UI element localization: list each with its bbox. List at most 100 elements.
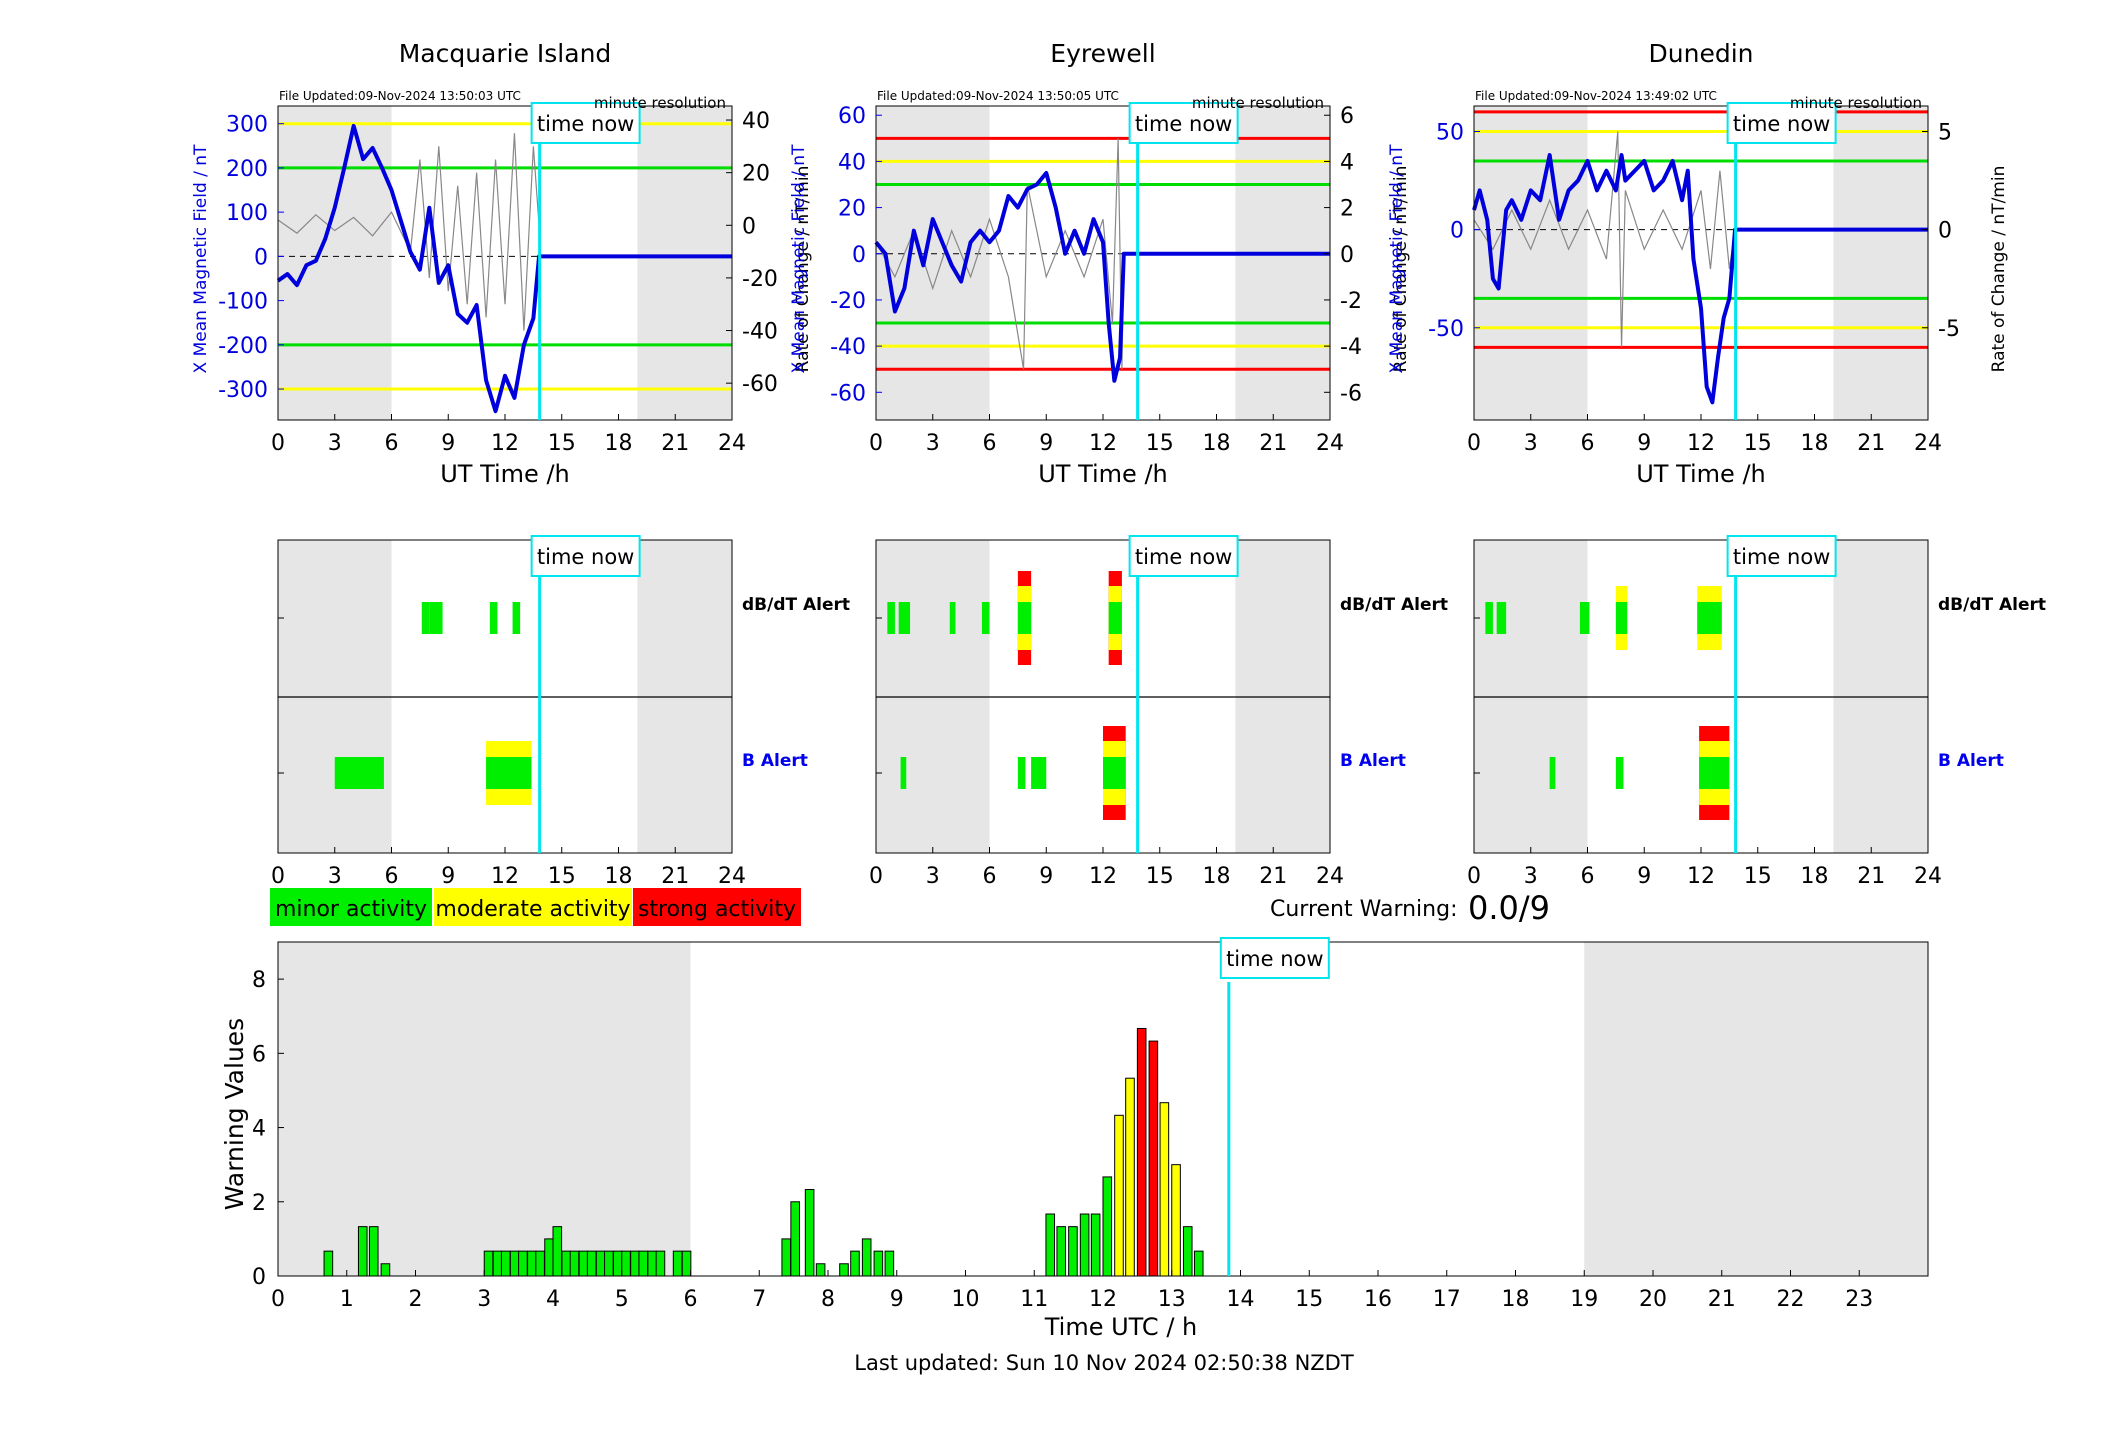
x-tick-label: 6 — [983, 864, 997, 889]
alert-block-minor — [486, 757, 532, 789]
x-tick-label: 9 — [1637, 431, 1651, 456]
warning-bar — [552, 1226, 563, 1277]
warning-bar — [873, 1250, 884, 1277]
y-tick-label: 60 — [838, 104, 866, 129]
y-tick-label: -50 — [1428, 317, 1464, 342]
warning-bar — [630, 1250, 640, 1277]
warning-bar — [1090, 1213, 1101, 1277]
warning-bar — [1045, 1213, 1056, 1277]
x-tick-label: 0 — [271, 864, 285, 889]
y-tick-label: 0 — [254, 245, 268, 270]
warning-bar — [638, 1250, 649, 1277]
warning-bar — [781, 1238, 792, 1277]
warning-bar — [647, 1250, 657, 1277]
x-tick-label: 18 — [1203, 431, 1231, 456]
x-tick-label: 12 — [491, 431, 519, 456]
time-now-box — [530, 535, 641, 577]
x-axis-label: Time UTC / h — [1044, 1313, 1198, 1341]
y-tick-label: -60 — [830, 381, 866, 406]
warning-bar — [1136, 1027, 1147, 1277]
alert-block-minor — [1579, 602, 1590, 634]
x-tick-label: 10 — [952, 1287, 980, 1312]
magnetic-field-line — [1472, 153, 1928, 405]
y2-tick-label: 5 — [1938, 121, 1952, 146]
x-tick-label: 23 — [1845, 1287, 1873, 1312]
current-warning-value: 0.0/9 — [1468, 889, 1550, 927]
warning-bar — [1182, 1226, 1193, 1277]
alert-block-minor — [421, 602, 430, 634]
x-tick-label: 6 — [983, 431, 997, 456]
x-tick-label: 4 — [546, 1287, 560, 1312]
alert-block-minor — [1017, 757, 1026, 789]
warning-bar — [790, 1201, 800, 1277]
warning-bar — [535, 1250, 545, 1277]
y-tick-label: 6 — [252, 1042, 266, 1067]
last-updated-text: Last updated: Sun 10 Nov 2024 02:50:38 N… — [854, 1351, 1354, 1375]
x-tick-label: 3 — [477, 1287, 491, 1312]
x-tick-label: 21 — [1708, 1287, 1736, 1312]
warning-bar — [655, 1250, 666, 1277]
alert-block-minor — [1496, 602, 1507, 634]
dbdt-alert-label: dB/dT Alert — [1340, 595, 1448, 615]
station-title: Dunedin — [1649, 39, 1754, 68]
x-tick-label: 18 — [1801, 431, 1829, 456]
x-tick-label: 21 — [1259, 864, 1287, 889]
y2-tick-label: 0 — [1340, 243, 1354, 268]
time-now-label: time now — [537, 545, 634, 569]
warning-bar — [357, 1226, 368, 1277]
time-now-box — [1128, 535, 1239, 577]
alert-block-minor — [1485, 602, 1493, 634]
y2-tick-label: -40 — [742, 320, 778, 345]
x-tick-label: 6 — [684, 1287, 698, 1312]
warning-bar — [509, 1250, 520, 1277]
warning-bar — [621, 1250, 631, 1277]
y-tick-label: 40 — [838, 150, 866, 175]
x-tick-label: 21 — [661, 431, 689, 456]
x-tick-label: 17 — [1433, 1287, 1461, 1312]
x-tick-label: 15 — [1146, 864, 1174, 889]
warning-bar — [368, 1226, 379, 1277]
warning-bar — [1102, 1176, 1113, 1277]
alert-block-minor — [1031, 757, 1047, 789]
warning-bar — [500, 1250, 511, 1277]
y-tick-label: 0 — [252, 1265, 266, 1290]
y-axis-label: X Mean Magnetic Field / nT — [789, 144, 809, 374]
warning-bar — [861, 1238, 872, 1277]
x-tick-label: 12 — [1687, 431, 1715, 456]
x-tick-label: 19 — [1570, 1287, 1598, 1312]
alert-block-minor — [334, 757, 384, 789]
time-now-label: time now — [1733, 112, 1830, 136]
x-tick-label: 24 — [718, 431, 746, 456]
warning-bar — [804, 1189, 815, 1277]
alert-block-minor — [489, 602, 498, 634]
warning-bar — [1125, 1077, 1135, 1277]
warning-bar — [561, 1250, 572, 1277]
x-tick-label: 16 — [1364, 1287, 1392, 1312]
y2-tick-label: -2 — [1340, 289, 1362, 314]
dbdt-alert-label: dB/dT Alert — [742, 595, 850, 615]
x-tick-label: 2 — [409, 1287, 423, 1312]
x-tick-label: 12 — [1089, 864, 1117, 889]
legend-label-minor: minor activity — [275, 897, 427, 922]
x-tick-label: 12 — [1089, 1287, 1117, 1312]
x-tick-label: 9 — [1039, 864, 1053, 889]
x-tick-label: 12 — [1687, 864, 1715, 889]
x-tick-label: 3 — [1524, 864, 1538, 889]
warning-bar — [1159, 1102, 1170, 1277]
warning-bar — [850, 1250, 860, 1277]
y2-tick-label: -5 — [1938, 317, 1960, 342]
x-tick-label: 5 — [615, 1287, 629, 1312]
legend-swatch-moderate — [434, 888, 632, 926]
x-tick-label: 0 — [1467, 864, 1481, 889]
alert-block-minor — [887, 602, 895, 634]
x-tick-label: 3 — [926, 864, 940, 889]
warning-bar — [839, 1263, 849, 1277]
y-tick-label: 300 — [226, 113, 268, 138]
x-tick-label: 15 — [548, 431, 576, 456]
x-tick-label: 18 — [605, 864, 633, 889]
x-tick-label: 21 — [1857, 864, 1885, 889]
file-updated-text: File Updated:09-Nov-2024 13:49:02 UTC — [1475, 89, 1717, 103]
rate-of-change-line — [1473, 131, 1736, 348]
x-tick-label: 18 — [1801, 864, 1829, 889]
